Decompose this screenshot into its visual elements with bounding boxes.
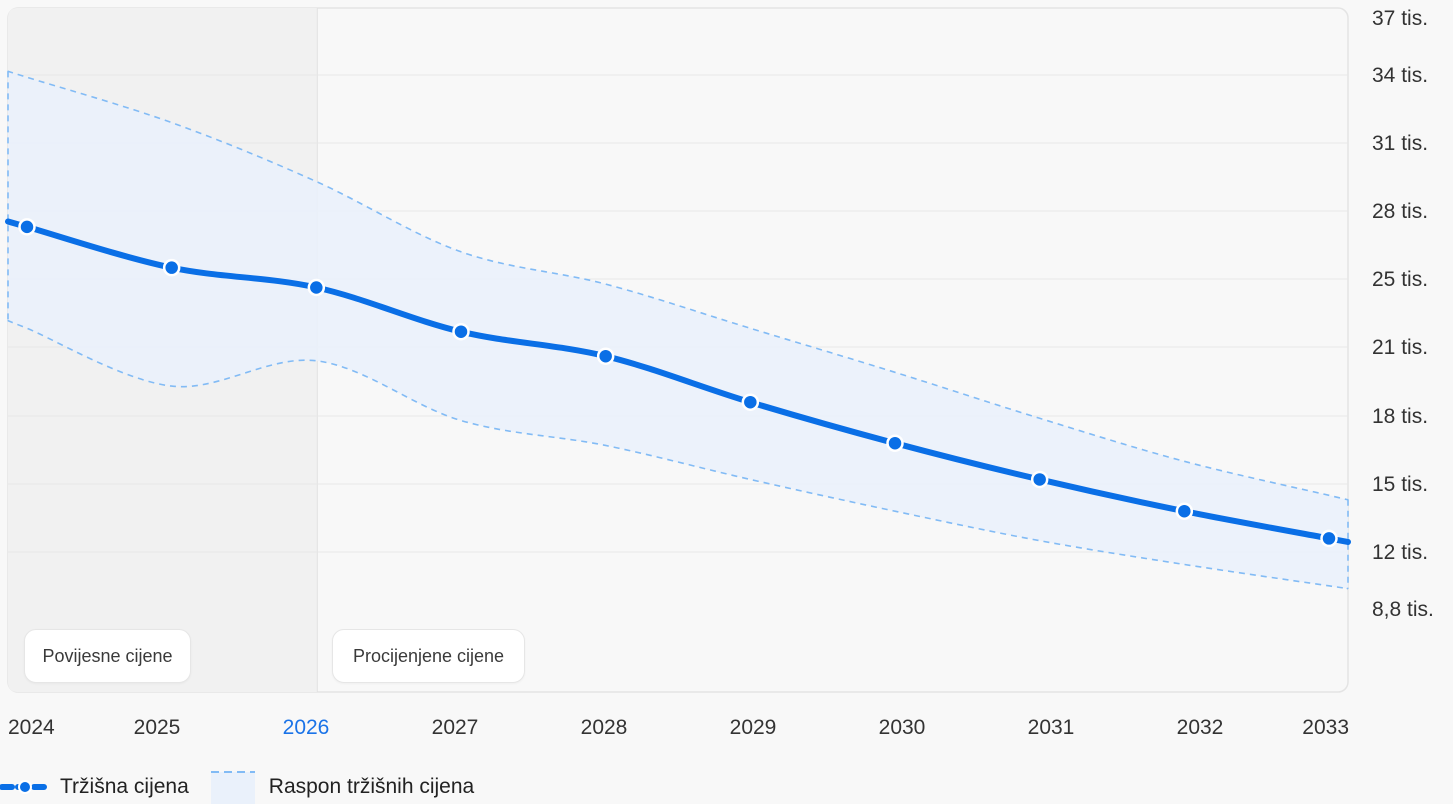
x-tick-label-2028: 2028: [581, 716, 628, 739]
chart-legend: Tržišna cijena Raspon tržišnih cijena: [0, 770, 496, 804]
price-point-2028[interactable]: [596, 347, 615, 365]
region-label-historical: Povijesne cijene: [24, 629, 191, 683]
x-tick-label-2029: 2029: [730, 716, 777, 739]
y-tick-label: 8,8 tis.: [1372, 598, 1434, 621]
x-tick-label-2030: 2030: [879, 716, 926, 739]
y-axis-ticks: 37 tis. 34 tis. 31 tis. 28 tis. 25 tis. 21 ti…: [1372, 7, 1434, 621]
y-tick-label: 28 tis.: [1372, 200, 1428, 223]
x-axis-ticks: 2024 2025 2026 2027 2028 2029 2030 2031 2032 2033: [8, 716, 1349, 739]
x-tick-label-2026: 2026: [283, 716, 330, 739]
y-tick-label: 25 tis.: [1372, 268, 1428, 291]
y-tick-label: 37 tis.: [1372, 7, 1428, 30]
price-point-2025[interactable]: [162, 258, 181, 277]
y-tick-label: 31 tis.: [1372, 132, 1428, 155]
x-tick-label-2033: 2033: [1302, 716, 1349, 739]
price-point-2027[interactable]: [452, 322, 470, 341]
legend-item-range[interactable]: Raspon tržišnih cijena: [210, 770, 475, 804]
region-label-estimated: Procijenjene cijene: [332, 629, 525, 683]
range-band-fill: [8, 71, 1348, 589]
price-point-2024[interactable]: [18, 218, 36, 236]
price-point-2030[interactable]: [886, 434, 904, 452]
price-point-2026[interactable]: [307, 278, 326, 297]
price-point-2033[interactable]: [1320, 529, 1338, 548]
range-band-icon: [210, 771, 255, 804]
x-tick-label-2024: 2024: [8, 716, 55, 739]
x-tick-label-2032: 2032: [1177, 716, 1224, 739]
range-lower-line: [7, 319, 1349, 590]
x-tick-label-2031: 2031: [1028, 716, 1075, 739]
price-point-2029[interactable]: [741, 393, 760, 411]
price-point-2031[interactable]: [1030, 470, 1049, 489]
legend-item-line[interactable]: Tržišna cijena: [0, 775, 189, 799]
price-point-2032[interactable]: [1175, 502, 1194, 520]
y-tick-label: 15 tis.: [1372, 473, 1428, 496]
y-tick-label: 34 tis.: [1372, 64, 1428, 87]
y-tick-label: 18 tis.: [1372, 405, 1428, 428]
y-tick-label: 21 tis.: [1372, 336, 1428, 359]
price-line-group: [5, 218, 1351, 548]
x-tick-label-2025: 2025: [134, 716, 181, 739]
x-tick-label-2027: 2027: [432, 716, 479, 739]
legend-line-label: Tržišna cijena: [60, 775, 189, 798]
line-series-icon: [0, 780, 50, 794]
y-tick-label: 12 tis.: [1372, 541, 1428, 564]
legend-range-label: Raspon tržišnih cijena: [268, 775, 475, 798]
